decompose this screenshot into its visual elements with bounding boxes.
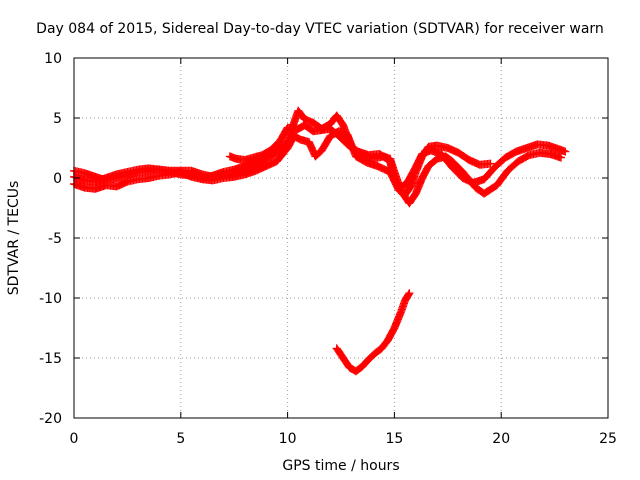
x-tick-label: 15 (385, 431, 403, 447)
x-axis-label: GPS time / hours (282, 458, 399, 474)
x-tick-label: 20 (492, 431, 510, 447)
data-point (486, 159, 495, 168)
y-tick-label: -5 (48, 231, 62, 247)
series-trace-2 (70, 127, 566, 208)
data-point (273, 139, 282, 148)
series-trace-4 (225, 138, 284, 164)
tick-marks (73, 57, 609, 419)
data-point (275, 138, 284, 146)
y-tick-label: 5 (53, 111, 62, 127)
data-point (561, 147, 570, 156)
x-tick-label: 0 (70, 431, 79, 447)
y-tick-label: 10 (44, 51, 62, 67)
x-tick-labels: 0 5 10 15 20 25 (70, 431, 617, 447)
y-tick-label: -10 (39, 291, 62, 307)
y-axis-label: SDTVAR / TECUs (6, 181, 22, 296)
y-tick-label: -15 (39, 351, 62, 367)
x-tick-label: 10 (279, 431, 297, 447)
data-point (405, 289, 414, 298)
grid-lines (74, 58, 608, 418)
chart-title: Day 084 of 2015, Sidereal Day-to-day VTE… (36, 21, 604, 37)
data-point (557, 153, 566, 162)
x-tick-label: 25 (599, 431, 617, 447)
y-tick-labels: -20 -15 -10 -5 0 5 10 (39, 51, 62, 427)
y-tick-label: -20 (39, 411, 62, 427)
series-trace-5 (332, 289, 414, 376)
data-point (404, 290, 413, 299)
data-points (70, 106, 570, 376)
y-tick-label: 0 (53, 171, 62, 187)
x-tick-label: 5 (176, 431, 185, 447)
